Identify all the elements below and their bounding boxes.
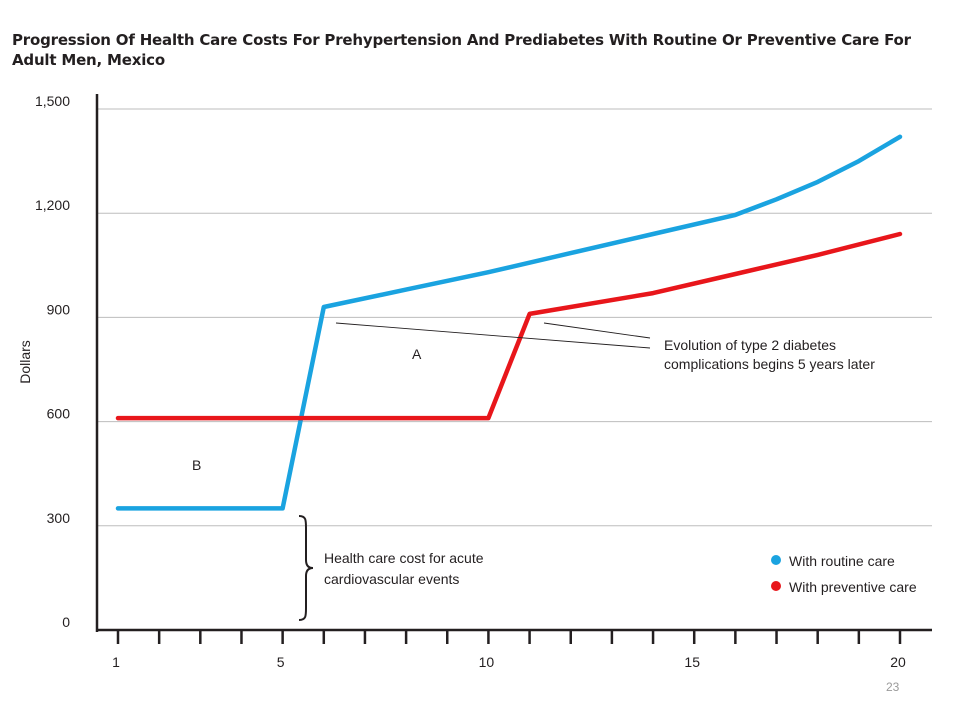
series-lines [115,134,903,511]
y-tick-label: 1,500 [35,93,70,109]
y-tick-labels: 0 300 600 900 1,200 1,500 [35,93,70,630]
series-line-routine [115,134,903,511]
acute-note-line1: Health care cost for acute [324,550,484,566]
brace-icon [298,515,314,621]
x-tick-label: 1 [112,654,120,670]
y-tick-label: 0 [62,614,70,630]
region-label-a: A [412,346,422,362]
diabetes-note-line2: complications begins 5 years later [664,356,875,372]
y-tick-label: 300 [47,510,71,526]
series-line-preventive [115,231,903,421]
acute-note-line2: cardiovascular events [324,571,459,587]
x-tick-labels: 1 5 10 15 20 [112,654,906,670]
diabetes-note-line1: Evolution of type 2 diabetes [664,337,836,353]
chart-title: Progression Of Health Care Costs For Pre… [12,31,911,69]
x-tick-label: 15 [684,654,700,670]
x-tick-label: 10 [479,654,495,670]
grid-lines [97,108,932,527]
y-axis-label: Dollars [17,340,33,384]
callout-line-routine [335,322,651,349]
x-tick-label: 20 [890,654,906,670]
region-label-b: B [192,457,201,473]
y-tick-label: 900 [47,301,71,317]
axes [95,94,932,632]
legend-marker-preventive [771,581,781,591]
x-ticks [116,630,902,644]
annotation-callouts [335,322,651,349]
legend-label-routine: With routine care [789,553,895,569]
legend: With routine care With preventive care [771,553,917,595]
y-tick-label: 1,200 [35,197,70,213]
callout-line-preventive [543,322,651,339]
legend-marker-routine [771,555,781,565]
page-number: 23 [886,680,900,694]
x-tick-label: 5 [277,654,285,670]
legend-label-preventive: With preventive care [789,579,917,595]
y-tick-label: 600 [47,406,71,422]
